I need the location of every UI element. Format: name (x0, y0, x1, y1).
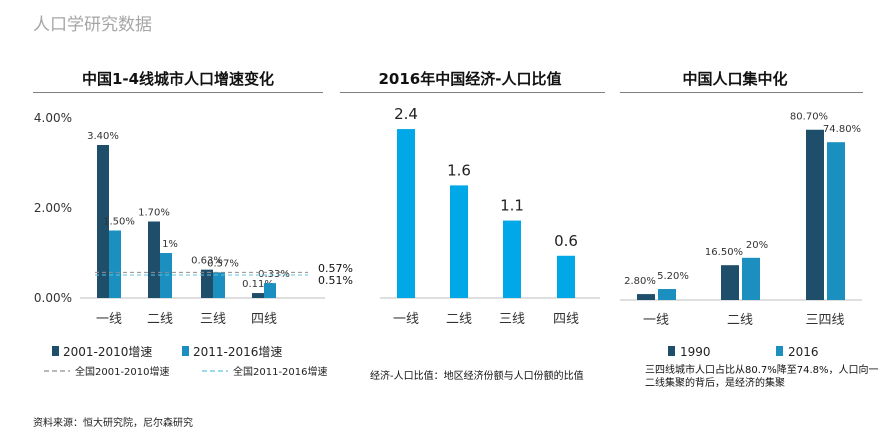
source-note: 资料来源：恒大研究院，尼尔森研究 (33, 418, 193, 429)
chart1-data-label: 0.11% (242, 279, 274, 290)
chart2-data-label: 1.1 (500, 197, 524, 215)
chart1-bar (97, 145, 109, 298)
chart2-note: 经济-人口比值：地区经济份额与人口份额的比值 (370, 371, 584, 382)
chart1-bar (213, 272, 225, 298)
chart1-bar (148, 221, 160, 298)
chart2-bar (503, 220, 521, 298)
chart1-ytick-label: 4.00% (34, 111, 72, 125)
chart3-bar (637, 294, 655, 300)
chart1-data-label: 1.70% (138, 208, 170, 219)
chart1-legend-label: 2001-2010增速 (63, 345, 152, 359)
chart2-data-label: 0.6 (554, 232, 578, 250)
chart3-legend-swatch (776, 346, 783, 356)
chart1-legend-label: 全国2011-2016增速 (233, 365, 328, 378)
chart1-title-rule (33, 92, 323, 93)
chart2-data-label: 1.6 (447, 161, 471, 179)
chart1-reference-label: 0.51% (318, 274, 353, 287)
page-title: 人口学研究数据 (33, 15, 152, 35)
chart2-bar (557, 255, 575, 298)
chart1-legend-swatch (52, 346, 59, 356)
chart1-data-label: 0.57% (207, 258, 239, 269)
chart3-bar (742, 257, 760, 300)
chart3-bar (827, 142, 845, 300)
chart2-category-label: 二线 (446, 312, 472, 327)
chart3-data-label: 2.80% (624, 276, 656, 287)
chart3-category-label: 三四线 (805, 313, 844, 328)
chart1-bar (201, 269, 213, 298)
chart1-data-label: 0.63% (191, 256, 223, 267)
chart1-category-label: 二线 (147, 312, 173, 327)
chart1-legend-swatch (182, 346, 189, 356)
chart3-data-label: 20% (746, 240, 768, 251)
chart2-bar (450, 185, 468, 298)
chart3-data-label: 74.80% (823, 124, 861, 135)
chart3-category-label: 一线 (643, 313, 669, 328)
chart2-title-rule (340, 92, 605, 93)
chart3-data-label: 80.70% (790, 112, 828, 123)
chart1-ytick-label: 0.00% (34, 291, 72, 305)
chart3-bar (806, 129, 824, 300)
chart3-bar (721, 265, 739, 300)
chart1-reference-label: 0.57% (318, 262, 353, 275)
chart1-category-label: 一线 (96, 312, 122, 327)
chart1-category-label: 四线 (251, 312, 277, 327)
chart2-category-label: 四线 (553, 312, 579, 327)
chart2-category-label: 三线 (499, 312, 525, 327)
chart3-bar (658, 289, 676, 300)
chart1-bar (252, 293, 264, 298)
chart2-bar (397, 129, 415, 298)
chart1-title: 中国1-4线城市人口增速变化 (81, 70, 275, 88)
chart1-data-label: 1% (162, 239, 178, 250)
chart2-title: 2016年中国经济-人口比值 (378, 70, 562, 88)
chart2-category-label: 一线 (393, 312, 419, 327)
chart1-legend-label: 全国2001-2010增速 (75, 365, 170, 378)
chart3-legend-label: 2016 (788, 345, 819, 359)
chart3-data-label: 5.20% (657, 271, 689, 282)
chart3-note: 三四线城市人口占比从80.7%降至74.8%，人口向一二线集聚的背后，是经济的集… (645, 365, 879, 389)
chart1-bar (264, 283, 276, 298)
chart1-bar (109, 230, 121, 298)
chart1-legend-label: 2011-2016增速 (193, 345, 282, 359)
chart3-data-label: 16.50% (705, 247, 743, 258)
chart3-title: 中国人口集中化 (682, 70, 788, 88)
chart3-category-label: 二线 (727, 313, 753, 328)
chart2-data-label: 2.4 (394, 105, 418, 123)
chart3-title-rule (620, 92, 863, 93)
chart3-legend-label: 1990 (680, 345, 711, 359)
chart1-data-label: 3.40% (87, 131, 119, 142)
chart1-ytick-label: 2.00% (34, 201, 72, 215)
chart3-legend-swatch (668, 346, 675, 356)
chart1-category-label: 三线 (200, 312, 226, 327)
chart1-data-label: 1.50% (103, 217, 135, 228)
